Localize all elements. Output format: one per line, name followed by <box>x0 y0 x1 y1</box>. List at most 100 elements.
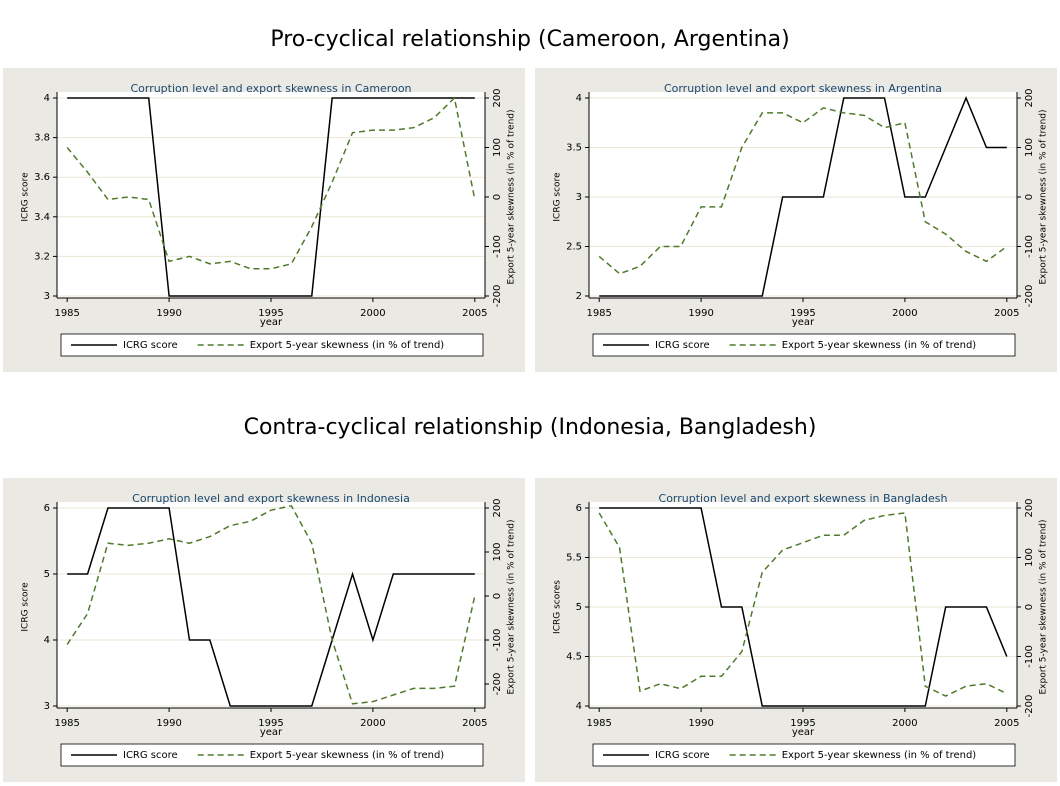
chart-title: Corruption level and export skewness in … <box>130 82 411 95</box>
y2-tick-label: -200 <box>492 673 503 696</box>
y-tick-label: 4 <box>576 93 582 104</box>
y-tick-label: 2.5 <box>566 242 582 253</box>
y-tick-label: 3 <box>44 701 50 712</box>
section-heading: Contra-cyclical relationship (Indonesia,… <box>244 415 817 440</box>
y-tick-label: 4.5 <box>566 652 582 663</box>
series-line <box>66 504 476 705</box>
y2-axis-label: Export 5-year skewness (in % of trend) <box>1039 519 1049 694</box>
y-tick-label: 6 <box>44 503 50 514</box>
legend-label: Export 5-year skewness (in % of trend) <box>782 750 977 761</box>
y-tick-label: 3.4 <box>34 212 50 223</box>
legend-label: ICRG score <box>123 750 178 761</box>
y-tick-label: 4 <box>44 635 50 646</box>
legend <box>592 333 1016 357</box>
y-tick-label: 5 <box>576 602 582 613</box>
legend-label: Export 5-year skewness (in % of trend) <box>782 340 977 351</box>
y2-tick-label: 0 <box>492 194 503 200</box>
y2-tick-label: -100 <box>1024 235 1035 258</box>
x-tick-label: 1985 <box>586 308 611 319</box>
legend <box>592 743 1016 767</box>
y2-tick-label: -100 <box>1024 645 1035 668</box>
y-tick-label: 4 <box>44 93 50 104</box>
legend-label: ICRG score <box>655 340 710 351</box>
y2-tick-label: 200 <box>492 88 503 107</box>
y2-tick-label: -200 <box>492 285 503 308</box>
plot-area <box>589 92 1017 298</box>
x-axis-label: year <box>792 727 815 738</box>
y-axis-label: ICRG score <box>21 582 31 632</box>
x-tick-label: 1995 <box>790 308 815 319</box>
y2-tick-label: 100 <box>1024 138 1035 157</box>
y-axis-label: ICRG scores <box>553 580 563 634</box>
series-line <box>598 107 1008 275</box>
x-tick-label: 2005 <box>994 308 1019 319</box>
legend-label: ICRG score <box>655 750 710 761</box>
y-tick-label: 3.8 <box>34 133 50 144</box>
y2-tick-label: -200 <box>1024 285 1035 308</box>
y-tick-label: 5.5 <box>566 553 582 564</box>
y-tick-label: 3.5 <box>566 143 582 154</box>
y2-axis-label: Export 5-year skewness (in % of trend) <box>1039 109 1049 284</box>
y2-axis-label: Export 5-year skewness (in % of trend) <box>507 109 517 284</box>
x-tick-label: 2000 <box>360 308 385 319</box>
x-tick-label: 1990 <box>156 718 181 729</box>
x-tick-label: 1990 <box>688 308 713 319</box>
x-tick-label: 2000 <box>360 718 385 729</box>
y2-tick-label: 100 <box>492 542 503 561</box>
y-axis-label: ICRG score <box>21 172 31 222</box>
x-tick-label: 1985 <box>586 718 611 729</box>
x-tick-label: 1995 <box>258 718 283 729</box>
y2-tick-label: 200 <box>492 498 503 517</box>
x-tick-label: 2000 <box>892 308 917 319</box>
y2-tick-label: 200 <box>1024 498 1035 517</box>
y-tick-label: 6 <box>576 503 582 514</box>
y2-axis-label: Export 5-year skewness (in % of trend) <box>507 519 517 694</box>
y2-tick-label: -100 <box>492 629 503 652</box>
legend-label: Export 5-year skewness (in % of trend) <box>250 750 445 761</box>
y-tick-label: 4 <box>576 701 582 712</box>
x-tick-label: 2005 <box>462 308 487 319</box>
plot-area <box>57 92 485 298</box>
series-line <box>66 96 476 270</box>
series-line <box>599 96 1007 297</box>
x-tick-label: 2005 <box>994 718 1019 729</box>
x-axis-label: year <box>260 317 283 328</box>
series-line <box>598 512 1008 697</box>
y2-tick-label: -200 <box>1024 695 1035 718</box>
y2-tick-label: 100 <box>1024 548 1035 567</box>
chart-title: Corruption level and export skewness in … <box>659 492 948 505</box>
x-tick-label: 1990 <box>688 718 713 729</box>
series-line <box>67 507 475 707</box>
legend <box>60 333 484 357</box>
y2-tick-label: 100 <box>492 138 503 157</box>
y-tick-label: 3 <box>576 192 582 203</box>
series-line <box>67 97 475 297</box>
x-axis-label: year <box>792 317 815 328</box>
y-tick-label: 3 <box>44 291 50 302</box>
y-axis-label: ICRG score <box>553 172 563 222</box>
x-axis-label: year <box>260 727 283 738</box>
y-tick-label: 5 <box>44 569 50 580</box>
x-tick-label: 1990 <box>156 308 181 319</box>
x-tick-label: 1995 <box>790 718 815 729</box>
section-heading: Pro-cyclical relationship (Cameroon, Arg… <box>270 27 789 52</box>
chart-title: Corruption level and export skewness in … <box>664 82 942 95</box>
y-tick-label: 2 <box>576 291 582 302</box>
legend-label: Export 5-year skewness (in % of trend) <box>250 340 445 351</box>
series-line <box>599 507 1008 707</box>
y2-tick-label: 0 <box>492 593 503 599</box>
y2-tick-label: -100 <box>492 235 503 258</box>
x-tick-label: 1985 <box>54 718 79 729</box>
x-tick-label: 1985 <box>54 308 79 319</box>
y-tick-label: 3.6 <box>34 172 50 183</box>
chart-title: Corruption level and export skewness in … <box>132 492 410 505</box>
x-tick-label: 2000 <box>892 718 917 729</box>
y2-tick-label: 0 <box>1024 194 1035 200</box>
legend-label: ICRG score <box>123 340 178 351</box>
legend <box>60 743 484 767</box>
x-tick-label: 1995 <box>258 308 283 319</box>
plot-area <box>589 502 1017 708</box>
y-tick-label: 3.2 <box>34 251 50 262</box>
